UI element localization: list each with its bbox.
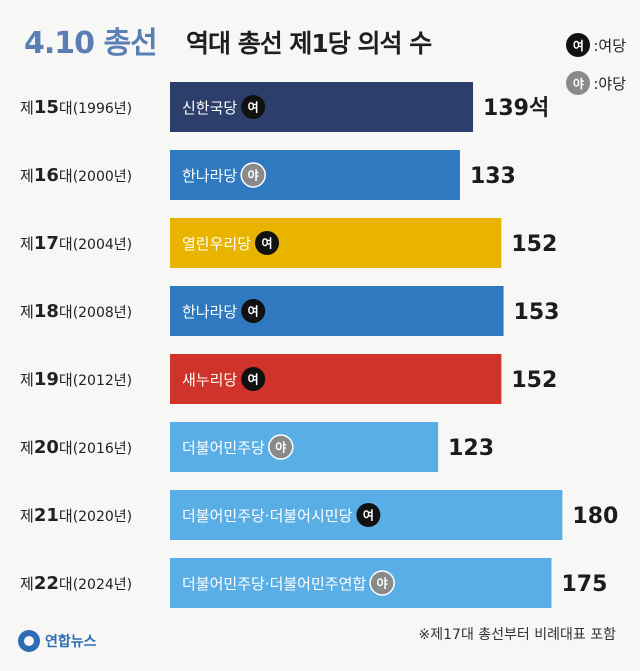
legend: 여 :여당 야 :야당 (566, 30, 626, 106)
bar (170, 150, 460, 200)
opposition-party-badge-icon (240, 162, 266, 188)
title-subtitle: 역대 총선 제1당 의석 수 (186, 29, 432, 58)
ruling-party-badge-icon (255, 231, 280, 255)
value-label: 175 (562, 572, 608, 597)
opposition-party-badge-icon: 야 (566, 71, 591, 95)
value-label: 180 (572, 504, 618, 529)
party-status-label: 야 (275, 440, 286, 455)
legend-ruling: 여 :여당 (566, 30, 626, 60)
category-label: 제22대(2024년) (20, 573, 132, 594)
value-label: 152 (511, 368, 557, 393)
legend-opposition: 야 :야당 (566, 68, 626, 98)
category-label: 제20대(2016년) (20, 437, 132, 458)
category-label: 제17대(2004년) (20, 233, 132, 254)
category-label: 제21대(2020년) (20, 505, 132, 526)
bar (170, 354, 502, 404)
party-status-label: 야 (377, 576, 388, 591)
title-main: 4.10 총선 (24, 26, 158, 61)
opposition-party-badge-icon (268, 434, 294, 460)
value-label: 139석 (483, 96, 549, 121)
ruling-party-badge-icon (241, 367, 266, 391)
value-label: 123 (448, 436, 494, 461)
bar (170, 558, 552, 608)
category-label: 제16대(2000년) (20, 165, 132, 186)
party-status-label: 여 (248, 372, 259, 387)
legend-opposition-label: :야당 (593, 74, 626, 93)
party-label: 더불어민주당·더불어민주연합 (182, 575, 366, 593)
party-label: 열린우리당 (182, 235, 251, 253)
category-label: 제15대(1996년) (20, 97, 132, 118)
party-status-label: 야 (248, 168, 259, 183)
bar (170, 422, 439, 472)
party-label: 신한국당 (182, 99, 237, 117)
party-label: 한나라당 (182, 303, 237, 321)
bar (170, 218, 502, 268)
category-label: 제18대(2008년) (20, 301, 132, 322)
party-status-label: 여 (248, 304, 259, 319)
bar (170, 286, 504, 336)
yonhap-logo: 연합뉴스 (18, 630, 97, 652)
bar (170, 82, 474, 132)
logo-text: 연합뉴스 (45, 634, 97, 650)
yonhap-logo-icon (18, 630, 40, 652)
party-label: 더불어민주당 (182, 439, 265, 457)
party-label: 더불어민주당·더불어시민당 (182, 507, 353, 525)
ruling-party-badge-icon (356, 503, 381, 527)
category-label: 제19대(2012년) (20, 369, 132, 390)
legend-ruling-label: :여당 (593, 36, 626, 55)
ruling-party-badge-icon (241, 95, 266, 119)
party-status-label: 여 (363, 508, 374, 523)
party-label: 한나라당 (182, 167, 237, 185)
value-label: 152 (511, 232, 557, 257)
footnote: ※제17대 총선부터 비례대표 포함 (418, 627, 616, 643)
ruling-party-badge-icon (241, 299, 266, 323)
party-status-label: 여 (261, 236, 272, 251)
opposition-party-badge-icon (369, 570, 395, 596)
party-status-label: 여 (248, 100, 259, 115)
party-label: 새누리당 (182, 371, 237, 389)
ruling-party-badge-icon: 여 (566, 33, 591, 57)
value-label: 153 (514, 300, 560, 325)
value-label: 133 (470, 164, 516, 189)
